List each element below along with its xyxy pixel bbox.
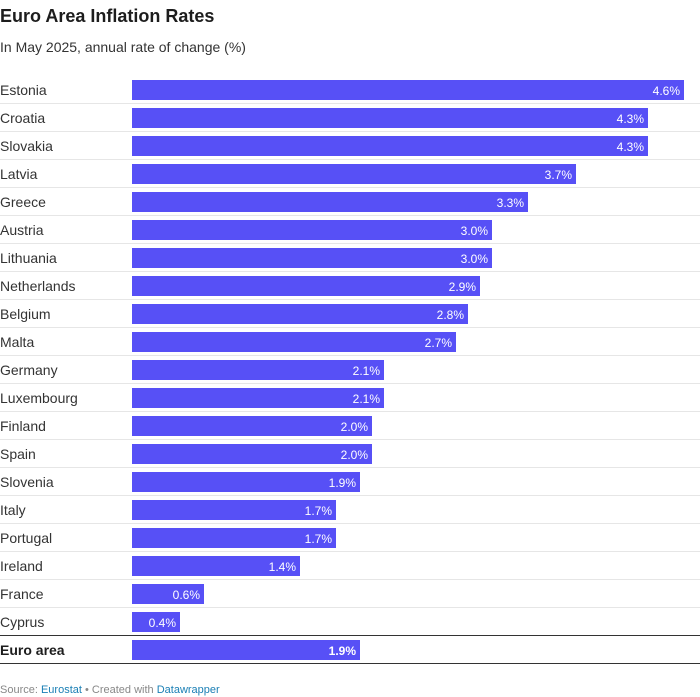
created-prefix: • Created with bbox=[81, 684, 157, 696]
value-label: 3.0% bbox=[461, 224, 489, 238]
category-label: Latvia bbox=[0, 166, 38, 182]
bar-row-lithuania: Lithuania 3.0% bbox=[0, 248, 700, 272]
value-label: 2.9% bbox=[449, 280, 477, 294]
category-label: Lithuania bbox=[0, 250, 57, 266]
bar bbox=[132, 556, 300, 576]
bar bbox=[132, 248, 492, 268]
value-label: 4.3% bbox=[617, 140, 645, 154]
bar-row-malta: Malta 2.7% bbox=[0, 332, 700, 356]
value-label: 1.7% bbox=[305, 532, 333, 546]
category-label: Spain bbox=[0, 446, 36, 462]
category-label: Germany bbox=[0, 362, 58, 378]
value-label: 3.3% bbox=[497, 196, 525, 210]
category-label: Slovakia bbox=[0, 138, 53, 154]
bar bbox=[132, 220, 492, 240]
chart-title: Euro Area Inflation Rates bbox=[0, 6, 215, 26]
category-label: Luxembourg bbox=[0, 390, 78, 406]
bar bbox=[132, 304, 468, 324]
datawrapper-link[interactable]: Datawrapper bbox=[156, 684, 220, 696]
bar-row-slovakia: Slovakia 4.3% bbox=[0, 136, 700, 160]
bar-row-austria: Austria 3.0% bbox=[0, 220, 700, 244]
bar bbox=[132, 416, 372, 436]
bar bbox=[132, 164, 576, 184]
bar bbox=[132, 136, 648, 156]
bar-row-cyprus: Cyprus 0.4% bbox=[0, 612, 700, 636]
value-label: 2.0% bbox=[341, 448, 369, 462]
value-label: 2.1% bbox=[353, 392, 381, 406]
bar-row-germany: Germany 2.1% bbox=[0, 360, 700, 384]
bar bbox=[132, 584, 204, 604]
bar-row-finland: Finland 2.0% bbox=[0, 416, 700, 440]
category-label: Cyprus bbox=[0, 614, 44, 630]
source-link[interactable]: Eurostat bbox=[40, 684, 82, 696]
category-label: Portugal bbox=[0, 530, 52, 546]
chart-subtitle: In May 2025, annual rate of change (%) bbox=[0, 39, 246, 55]
value-label: 2.7% bbox=[425, 336, 453, 350]
bar-row-luxembourg: Luxembourg 2.1% bbox=[0, 388, 700, 412]
bar bbox=[132, 192, 528, 212]
value-label: 3.7% bbox=[545, 168, 573, 182]
value-label: 1.9% bbox=[329, 644, 357, 658]
category-label: Euro area bbox=[0, 642, 65, 658]
bar-row-portugal: Portugal 1.7% bbox=[0, 528, 700, 552]
value-label: 1.4% bbox=[269, 560, 297, 574]
bar bbox=[132, 500, 336, 520]
bar-row-estonia: Estonia 4.6% bbox=[0, 80, 700, 104]
category-label: Greece bbox=[0, 194, 46, 210]
bar bbox=[132, 444, 372, 464]
category-label: Netherlands bbox=[0, 278, 76, 294]
value-label: 2.8% bbox=[437, 308, 465, 322]
bar-row-italy: Italy 1.7% bbox=[0, 500, 700, 524]
bar-row-slovenia: Slovenia 1.9% bbox=[0, 472, 700, 496]
category-label: Estonia bbox=[0, 82, 47, 98]
category-label: Malta bbox=[0, 334, 34, 350]
category-label: France bbox=[0, 586, 44, 602]
value-label: 1.7% bbox=[305, 504, 333, 518]
category-label: Italy bbox=[0, 502, 26, 518]
value-label: 3.0% bbox=[461, 252, 489, 266]
category-label: Finland bbox=[0, 418, 46, 434]
category-label: Slovenia bbox=[0, 474, 54, 490]
value-label: 2.0% bbox=[341, 420, 369, 434]
footer: Source: Eurostat • Created with Datawrap… bbox=[0, 684, 220, 696]
value-label: 2.1% bbox=[353, 364, 381, 378]
bar-row-euro-area: Euro area 1.9% bbox=[0, 635, 700, 664]
category-label: Austria bbox=[0, 222, 44, 238]
bar-row-spain: Spain 2.0% bbox=[0, 444, 700, 468]
value-label: 4.3% bbox=[617, 112, 645, 126]
category-label: Ireland bbox=[0, 558, 43, 574]
source-prefix: Source: bbox=[0, 684, 41, 696]
value-label: 1.9% bbox=[329, 476, 357, 490]
category-label: Croatia bbox=[0, 110, 45, 126]
value-label: 0.6% bbox=[173, 588, 201, 602]
bar-row-croatia: Croatia 4.3% bbox=[0, 108, 700, 132]
bar-row-latvia: Latvia 3.7% bbox=[0, 164, 700, 188]
bar bbox=[132, 388, 384, 408]
bar bbox=[132, 332, 456, 352]
bar bbox=[132, 528, 336, 548]
bar bbox=[132, 276, 480, 296]
bar bbox=[132, 80, 684, 100]
bar bbox=[132, 612, 180, 632]
value-label: 0.4% bbox=[149, 616, 177, 630]
bar-row-belgium: Belgium 2.8% bbox=[0, 304, 700, 328]
bar bbox=[132, 640, 360, 660]
bar-row-france: France 0.6% bbox=[0, 584, 700, 608]
bar-row-ireland: Ireland 1.4% bbox=[0, 556, 700, 580]
bar-row-greece: Greece 3.3% bbox=[0, 192, 700, 216]
category-label: Belgium bbox=[0, 306, 51, 322]
value-label: 4.6% bbox=[653, 84, 681, 98]
bar-row-netherlands: Netherlands 2.9% bbox=[0, 276, 700, 300]
bar-chart: Estonia 4.6% Croatia 4.3% Slovakia 4.3% Latvia… bbox=[0, 80, 700, 664]
bar bbox=[132, 472, 360, 492]
bar bbox=[132, 108, 648, 128]
bar bbox=[132, 360, 384, 380]
